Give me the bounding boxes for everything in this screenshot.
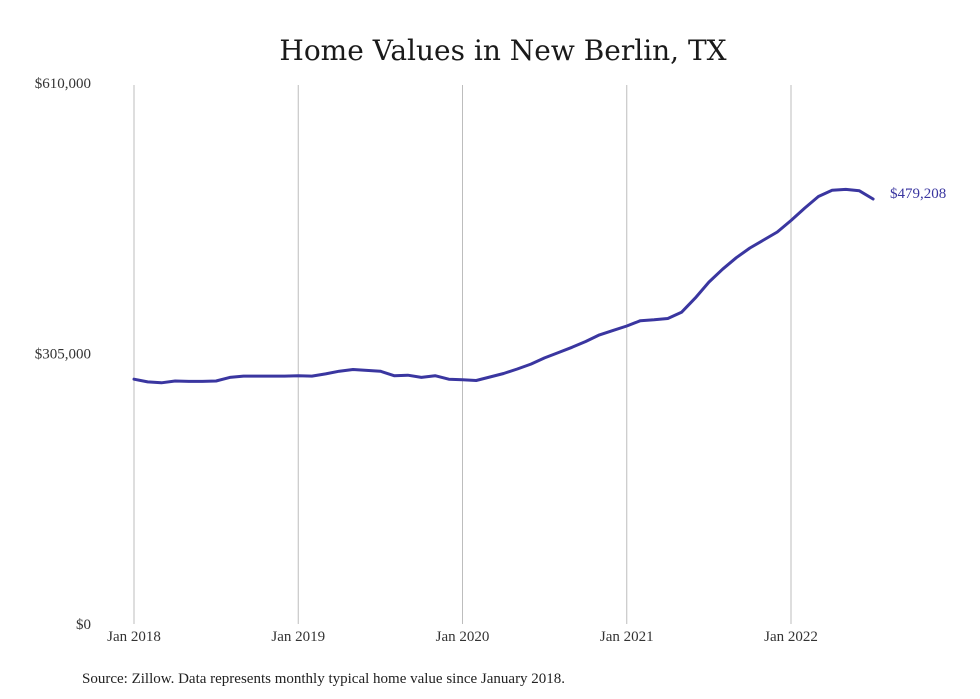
y-tick-label: $305,000 [35,347,91,363]
last-value-label: $479,208 [890,186,946,202]
chart-title: Home Values in New Berlin, TX [279,34,726,67]
y-axis-ticks: $0 $305,000 $610,000 [35,76,91,633]
vertical-gridlines [133,85,792,624]
series-line [132,187,875,385]
y-tick-label: $0 [76,617,91,633]
x-tick-label: Jan 2022 [764,629,818,645]
series-group [132,187,875,385]
x-tick-label: Jan 2021 [600,629,654,645]
x-tick-label: Jan 2019 [271,629,325,645]
x-tick-label: Jan 2018 [107,629,161,645]
y-tick-label: $610,000 [35,76,91,92]
x-tick-label: Jan 2020 [436,629,490,645]
source-note: Source: Zillow. Data represents monthly … [82,671,565,687]
x-axis-ticks: Jan 2018 Jan 2019 Jan 2020 Jan 2021 Jan 2022 [107,629,818,645]
